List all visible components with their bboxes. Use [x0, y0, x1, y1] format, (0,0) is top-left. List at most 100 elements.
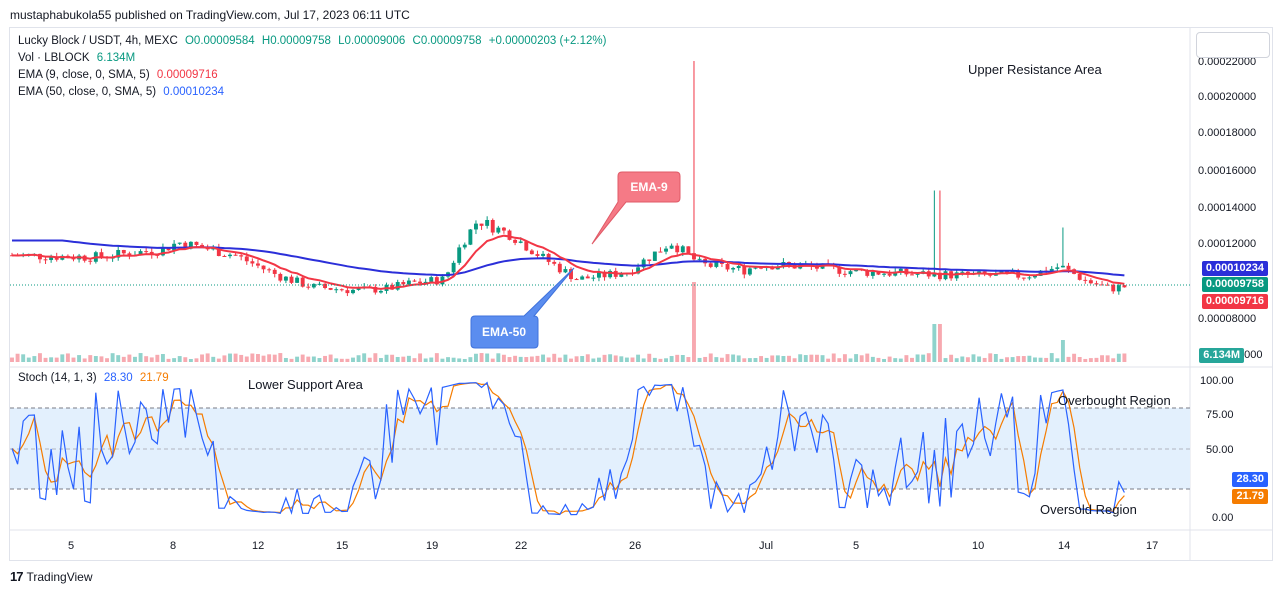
volume-bar — [669, 356, 674, 362]
volume-bar — [915, 354, 920, 362]
volume-bar — [820, 355, 825, 362]
volume-bar — [446, 357, 450, 362]
volume-bars — [10, 282, 1127, 362]
stoch-tick: 50.00 — [1206, 444, 1234, 456]
candle-body — [1066, 265, 1071, 270]
candle-body — [669, 245, 674, 249]
candle-body — [194, 241, 199, 245]
candle-body — [440, 276, 445, 285]
volume-bar — [999, 358, 1004, 362]
candle-body — [462, 244, 467, 248]
volume-bar — [736, 355, 741, 362]
volume-bar — [904, 355, 909, 362]
volume-bar — [362, 353, 367, 362]
time-axis[interactable]: 5 8 12 15 19 22 26 Jul 5 10 14 17 — [68, 540, 1158, 552]
volume-bar — [32, 356, 37, 362]
volume-bar — [714, 357, 719, 362]
volume-bar — [624, 357, 629, 362]
ema50-label: EMA (50, close, 0, SMA, 5) — [18, 86, 157, 98]
candle-body — [1038, 270, 1043, 276]
candle-body — [479, 223, 484, 226]
candle-body — [474, 223, 478, 230]
volume-badge: 6.134M — [1199, 348, 1244, 363]
candle-body — [356, 288, 361, 290]
price-axis[interactable]: 0.00022000 0.00020000 0.00018000 0.00016… — [1198, 56, 1262, 361]
volume-bar — [211, 356, 216, 362]
chart-frame — [9, 27, 1273, 561]
stoch-k-line — [11, 381, 1125, 516]
ema50-legend: EMA (50, close, 0, SMA, 5) 0.00010234 — [18, 86, 228, 98]
stoch-tick: 0.00 — [1212, 512, 1233, 524]
ema9-legend: EMA (9, close, 0, SMA, 5) 0.00009716 — [18, 69, 222, 81]
candle-body — [300, 277, 305, 287]
candle-body — [317, 283, 322, 285]
volume-bar — [401, 356, 406, 362]
price-tick: 0.00020000 — [1198, 91, 1256, 103]
candle-body — [658, 251, 663, 253]
candle-body — [311, 283, 316, 288]
volume-bar — [803, 355, 808, 362]
volume-bar — [373, 353, 378, 362]
volume-bar — [395, 356, 400, 362]
candle-body — [138, 251, 143, 256]
stoch-axis[interactable]: 100.00 75.00 50.00 0.00 — [1200, 375, 1234, 524]
volume-bar — [658, 358, 663, 362]
volume-bar — [518, 356, 523, 362]
candle-body — [334, 289, 339, 291]
volume-bar — [451, 357, 456, 362]
close-price-badge: 0.00009758 — [1201, 277, 1268, 292]
candle-body — [1033, 275, 1037, 278]
volume-bar — [982, 357, 987, 362]
candle-body — [468, 229, 473, 245]
volume-bar — [311, 356, 316, 362]
volume-bar — [93, 356, 98, 362]
volume-bar — [541, 354, 546, 362]
candle-body — [418, 281, 423, 284]
volume-bar — [591, 358, 596, 362]
volume-bar — [781, 355, 786, 362]
volume-bar — [328, 354, 333, 362]
volume-bar — [457, 358, 462, 362]
volume-bar — [837, 358, 842, 362]
volume-bar — [429, 357, 434, 362]
volume-bar — [65, 353, 70, 362]
candle-body — [837, 266, 842, 274]
stoch-tick: 75.00 — [1206, 409, 1234, 421]
volume-bar — [759, 356, 764, 362]
stoch-k-value: 28.30 — [103, 372, 133, 384]
candle-body — [1111, 284, 1116, 292]
candle-body — [887, 273, 892, 276]
volume-value: 6.134M — [96, 52, 136, 64]
candle-body — [518, 241, 523, 243]
candle-body — [395, 282, 400, 290]
volume-bar — [692, 282, 696, 362]
candle-body — [222, 255, 227, 257]
candle-body — [378, 290, 383, 293]
volume-bar — [440, 358, 445, 362]
volume-bar — [636, 354, 641, 362]
candle-body — [1077, 273, 1082, 280]
volume-bar — [1033, 357, 1037, 362]
stoch-d-value: 21.79 — [139, 372, 169, 384]
volume-bar — [1077, 357, 1082, 362]
volume-bar — [194, 358, 199, 362]
candle-body — [406, 280, 411, 285]
volume-bar — [865, 353, 870, 362]
candle-body — [999, 271, 1004, 274]
stoch-legend: Stoch (14, 1, 3) 28.30 21.79 — [18, 372, 173, 384]
candle-body — [490, 219, 495, 233]
volume-bar — [384, 354, 389, 362]
ema9-value: 0.00009716 — [156, 69, 218, 81]
volume-bar — [334, 358, 339, 362]
chart-menu-button[interactable] — [1196, 32, 1270, 58]
high-value: H0.00009758 — [261, 35, 331, 47]
tradingview-logo[interactable]: 17 TradingView — [10, 569, 93, 584]
volume-bar — [513, 355, 518, 362]
time-tick: 5 — [853, 540, 859, 552]
volume-bar — [105, 358, 109, 362]
time-tick: 15 — [336, 540, 348, 552]
volume-bar — [831, 353, 836, 362]
volume-bar — [1044, 357, 1049, 362]
candle-body — [569, 269, 573, 280]
